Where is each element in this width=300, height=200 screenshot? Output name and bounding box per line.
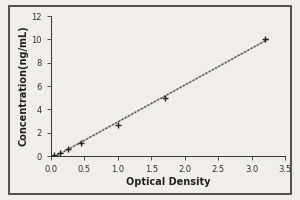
X-axis label: Optical Density: Optical Density: [126, 177, 210, 187]
Y-axis label: Concentration(ng/mL): Concentration(ng/mL): [19, 26, 29, 146]
